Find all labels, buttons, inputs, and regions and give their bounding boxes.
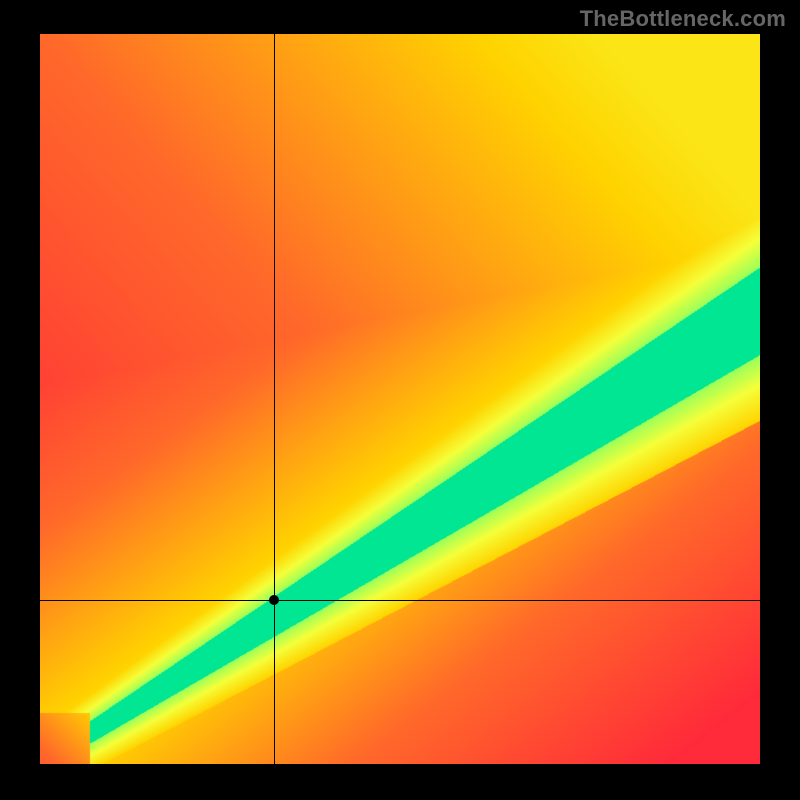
figure-container: TheBottleneck.com (0, 0, 800, 800)
heatmap-canvas (40, 34, 760, 764)
watermark-text: TheBottleneck.com (580, 6, 786, 32)
crosshair-marker (269, 595, 279, 605)
heatmap-plot (40, 34, 760, 764)
